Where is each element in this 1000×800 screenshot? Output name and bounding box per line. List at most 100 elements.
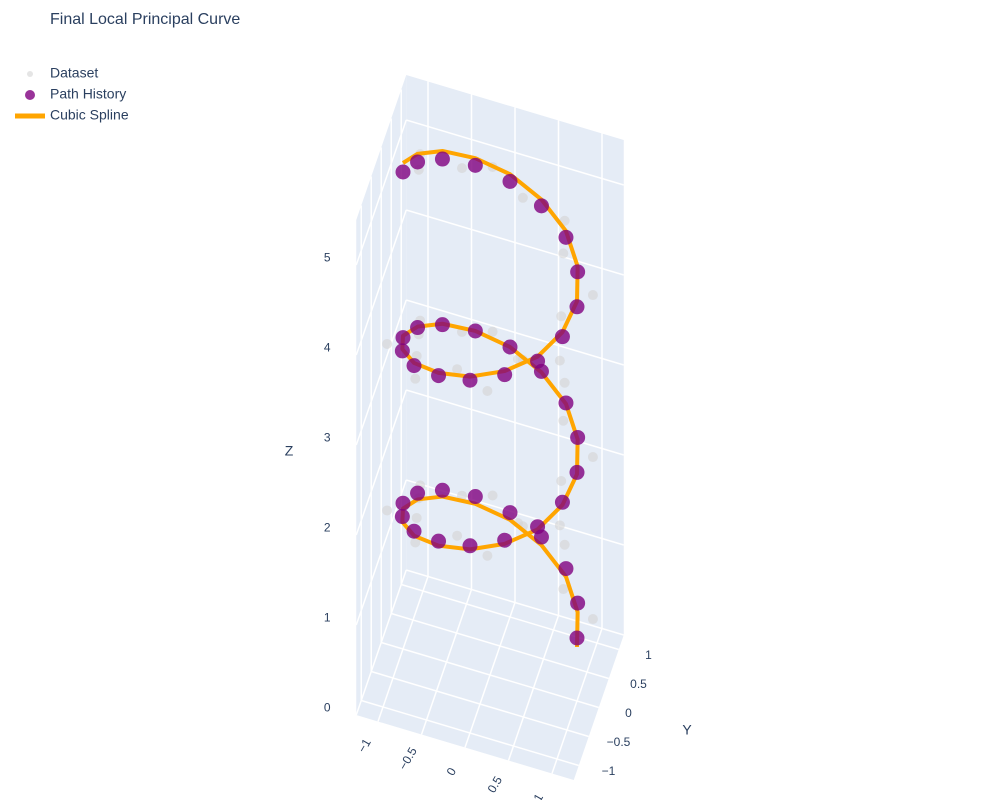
- path-point: [395, 164, 411, 180]
- path-point: [406, 358, 422, 374]
- path-point: [502, 339, 518, 355]
- grid-line: [355, 389, 407, 536]
- path-point: [497, 532, 513, 548]
- z-tick-label: 1: [324, 611, 331, 625]
- path-point: [554, 329, 570, 345]
- data-point: [482, 386, 493, 397]
- legend-label: Path History: [50, 86, 126, 102]
- path-point: [434, 151, 450, 167]
- path-point: [570, 264, 586, 280]
- x-tick-label: −1: [355, 736, 374, 755]
- data-point: [487, 326, 498, 337]
- z-tick-label: 0: [324, 701, 331, 715]
- data-point: [554, 520, 565, 531]
- x-tick-label: 0.5: [485, 774, 506, 796]
- path-point: [570, 595, 586, 611]
- path-point: [467, 157, 483, 173]
- data-point: [558, 415, 569, 426]
- grid-line: [355, 569, 407, 716]
- data-point: [517, 192, 528, 203]
- path-point: [410, 485, 426, 501]
- path-point: [467, 489, 483, 505]
- data-point: [487, 490, 498, 501]
- z-tick-label: 4: [324, 341, 331, 355]
- data-point: [410, 537, 421, 548]
- data-point: [382, 505, 393, 516]
- data-point: [559, 539, 570, 550]
- z-tick-label: 3: [324, 431, 331, 445]
- y-tick-label: 1: [645, 648, 652, 662]
- y-tick-label: −1: [602, 764, 616, 778]
- data-point: [587, 290, 598, 301]
- path-point: [497, 367, 513, 383]
- grid-line: [371, 670, 589, 738]
- path-point: [558, 395, 574, 411]
- grid-line: [391, 612, 609, 680]
- chart-title: Final Local Principal Curve: [50, 11, 240, 28]
- path-point: [434, 482, 450, 498]
- grid-line: [406, 299, 624, 366]
- path-point: [395, 495, 411, 511]
- grid-line: [355, 209, 407, 356]
- path-point: [569, 299, 585, 315]
- legend-marker: [25, 90, 35, 100]
- grid-line: [406, 209, 624, 276]
- data-point: [411, 512, 422, 523]
- legend-label: Dataset: [50, 65, 98, 81]
- path-point: [533, 198, 549, 214]
- grid-line: [355, 299, 407, 446]
- data-point: [382, 338, 393, 349]
- path-point: [569, 630, 585, 646]
- data-point: [556, 311, 567, 322]
- legend-marker: [27, 71, 33, 77]
- z-tick-label: 5: [324, 251, 331, 265]
- data-point: [456, 490, 467, 501]
- path-point: [467, 323, 483, 339]
- path-point: [431, 533, 447, 549]
- y-tick-label: −0.5: [607, 735, 631, 749]
- path-point: [570, 429, 586, 445]
- data-point: [410, 373, 421, 384]
- path-point: [558, 561, 574, 577]
- path-point: [431, 368, 447, 384]
- path-point: [434, 317, 450, 333]
- path-point: [462, 372, 478, 388]
- data-point: [456, 163, 467, 174]
- path-point: [502, 505, 518, 521]
- grid-line: [406, 119, 624, 186]
- path-point: [530, 353, 546, 369]
- path-point: [502, 173, 518, 189]
- grid-line: [406, 569, 624, 636]
- data-point: [558, 248, 569, 259]
- path-point: [394, 509, 410, 525]
- path-point: [554, 494, 570, 510]
- data-point: [452, 364, 463, 375]
- data-point: [558, 584, 569, 595]
- data-point: [452, 530, 463, 541]
- y-tick-label: 0.5: [630, 677, 647, 691]
- path-point: [395, 330, 411, 346]
- data-point: [482, 550, 493, 561]
- path-point: [558, 229, 574, 245]
- x-tick-label: 0: [444, 765, 460, 778]
- grid-line: [406, 389, 624, 456]
- path-point: [530, 519, 546, 535]
- x-tick-label: −0.5: [396, 745, 420, 773]
- grid-line: [361, 699, 579, 767]
- path-point: [406, 523, 422, 539]
- path-point: [410, 320, 426, 336]
- data-point: [587, 452, 598, 463]
- grid-line: [381, 641, 599, 709]
- z-tick-label: 2: [324, 521, 331, 535]
- path-point: [394, 343, 410, 359]
- path-point: [410, 154, 426, 170]
- path-point: [462, 538, 478, 554]
- y-axis-title: Y: [682, 722, 692, 738]
- data-point: [554, 355, 565, 366]
- legend-label: Cubic Spline: [50, 107, 129, 123]
- data-point: [559, 377, 570, 388]
- data-point: [587, 614, 598, 625]
- y-tick-label: 0: [625, 706, 632, 720]
